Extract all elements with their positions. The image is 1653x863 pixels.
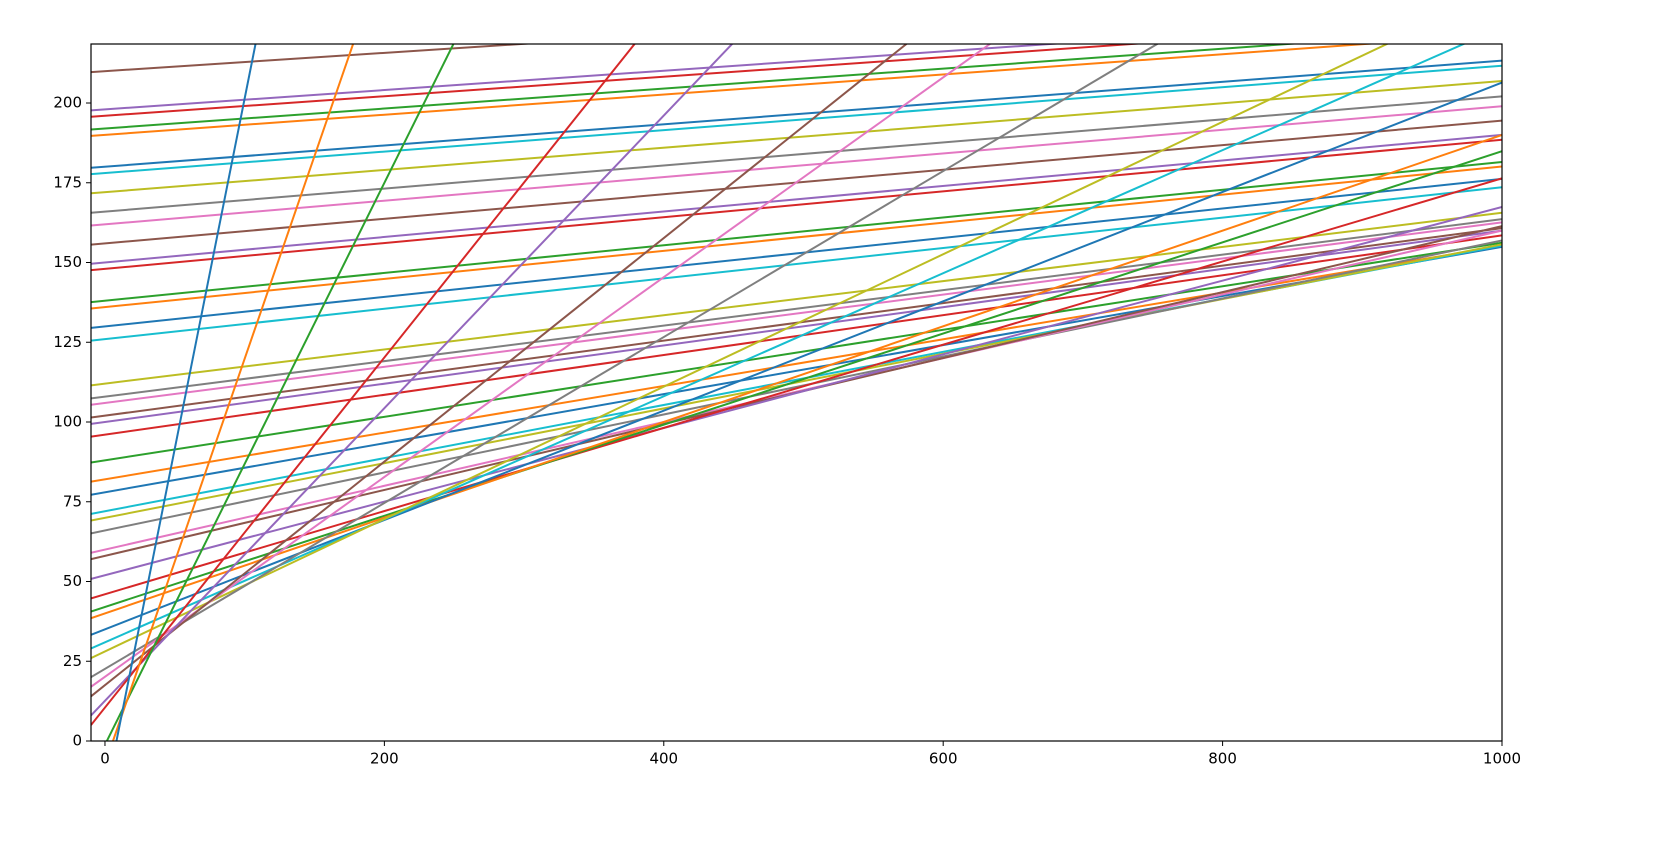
x-tick-label: 800 — [1208, 750, 1237, 768]
x-tick-label: 1000 — [1483, 750, 1521, 768]
series-line — [91, 165, 1502, 310]
series-line — [91, 44, 1147, 118]
series-line — [91, 44, 536, 74]
series-line — [91, 95, 1502, 214]
axes-frame — [90, 43, 1503, 742]
y-tick-label: 100 — [53, 413, 82, 431]
series-line — [91, 177, 1502, 600]
series-line — [91, 206, 1502, 580]
series-line — [91, 229, 1502, 425]
series-line — [91, 245, 1502, 496]
series-line — [91, 81, 1502, 636]
series-line — [91, 80, 1502, 195]
series-line — [91, 44, 1467, 650]
y-tick-label: 0 — [72, 732, 82, 750]
plot-lines — [91, 44, 1502, 741]
series-line — [91, 105, 1502, 227]
series-line — [91, 44, 636, 726]
series-line — [91, 161, 1502, 304]
x-tick-label: 400 — [649, 750, 678, 768]
series-line — [91, 241, 1502, 464]
series-line — [91, 44, 1065, 112]
x-tick-label: 0 — [100, 750, 110, 768]
series-line — [91, 177, 1502, 329]
y-tick-label: 50 — [63, 572, 82, 590]
x-tick-label: 600 — [929, 750, 958, 768]
series-line — [91, 44, 734, 717]
series-line — [91, 44, 1379, 137]
y-tick-label: 75 — [63, 492, 82, 510]
series-line — [91, 234, 1502, 438]
x-tick-label: 200 — [370, 750, 399, 768]
y-tick-label: 200 — [53, 94, 82, 112]
series-line — [91, 44, 1390, 659]
series-line — [91, 243, 1502, 522]
series-line — [91, 150, 1502, 613]
series-line — [105, 44, 455, 741]
series-line — [91, 59, 1502, 169]
series-line — [115, 44, 257, 741]
series-line — [91, 44, 908, 698]
series-line — [91, 186, 1502, 342]
y-tick-label: 175 — [53, 173, 82, 191]
y-tick-label: 125 — [53, 333, 82, 351]
series-line — [91, 44, 1302, 131]
series-line — [91, 138, 1502, 272]
series-line — [91, 133, 1502, 265]
series-line — [91, 64, 1502, 176]
series-line — [91, 239, 1502, 535]
series-line — [91, 44, 1160, 679]
series-line — [91, 221, 1502, 406]
y-tick-label: 25 — [63, 652, 82, 670]
y-tick-label: 150 — [53, 253, 82, 271]
series-line — [111, 44, 355, 741]
series-line — [91, 211, 1502, 387]
series-line — [91, 44, 992, 688]
